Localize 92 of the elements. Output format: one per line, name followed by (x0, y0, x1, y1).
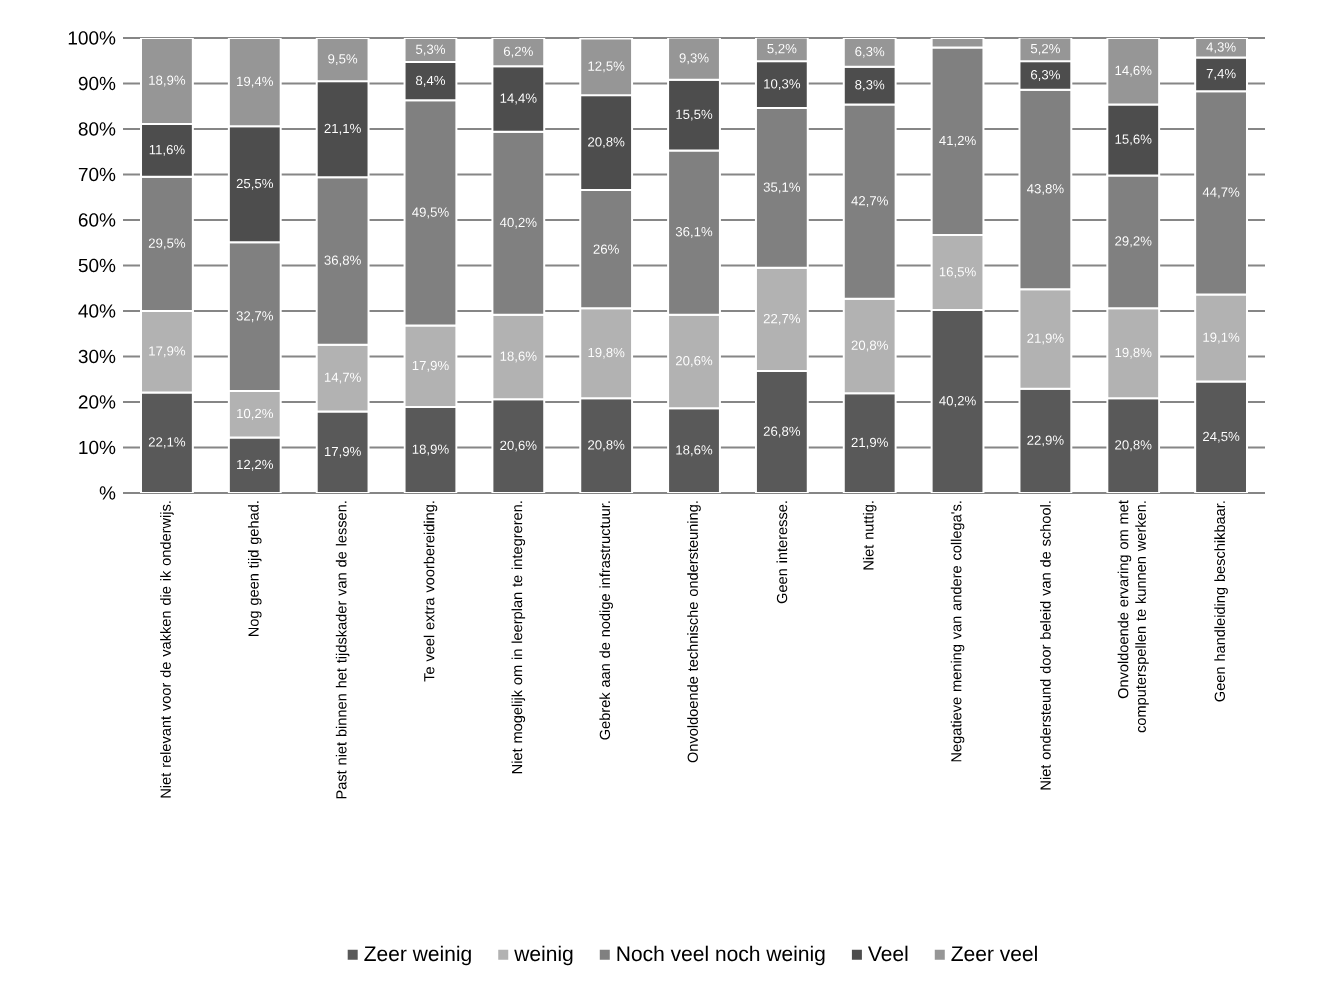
legend-label: weinig (514, 945, 573, 966)
data-label: 32,7% (236, 311, 274, 323)
data-label: 17,9% (149, 346, 186, 358)
data-label: 17,9% (324, 446, 361, 458)
x-tick-label: Niet mogelijk om in leerplan te integreren. (511, 501, 526, 774)
data-label: 9,3% (679, 53, 709, 65)
x-tick-label: Geen handleiding beschikbaar. (1214, 501, 1228, 702)
data-label: 6,3% (855, 46, 885, 58)
data-label: 7,4% (1206, 68, 1236, 80)
data-label: 20,8% (851, 340, 888, 352)
data-label: 15,6% (1115, 134, 1152, 146)
data-label: 18,9% (412, 444, 449, 456)
data-label: 16,5% (939, 267, 976, 278)
data-label: 12,5% (588, 61, 625, 73)
data-label: 44,7% (1202, 187, 1240, 199)
data-label: 14,7% (324, 372, 361, 384)
data-label: 40,2% (939, 396, 976, 407)
data-label: 5,2% (1030, 43, 1060, 55)
y-tick-label: 30% (78, 349, 116, 364)
x-tick-label: Te veel extra voorbereiding. (423, 501, 438, 682)
y-tick-label: 60% (78, 213, 116, 227)
x-tick-label: Nog geen tijd gehad. (247, 501, 262, 637)
data-label: 5,3% (415, 44, 446, 56)
data-label: 19,8% (588, 347, 625, 359)
data-label: 43,8% (1026, 184, 1064, 195)
data-label: 17,9% (412, 360, 449, 372)
x-tick-label: Negatieve mening van andere collega's. (950, 501, 965, 762)
x-tick-label: Niet ondersteund door beleid van de school. (1040, 501, 1051, 790)
data-label: 36,1% (675, 227, 713, 238)
data-label: 6,2% (503, 46, 533, 58)
data-label: 21,1% (324, 123, 361, 135)
data-label: 20,8% (588, 137, 625, 149)
y-tick-label: 70% (78, 167, 116, 182)
data-label: 15,5% (676, 109, 713, 121)
data-label: 26% (593, 244, 619, 254)
data-label: 22,1% (148, 437, 186, 449)
legend-label: Zeer veel (951, 945, 1037, 962)
data-label: 18,9% (149, 75, 186, 87)
y-tick-label: % (99, 486, 116, 500)
data-label: 19,8% (1115, 347, 1152, 359)
data-label: 40,2% (499, 217, 537, 229)
data-label: 29,5% (148, 238, 186, 250)
data-label: 14,6% (1115, 65, 1152, 77)
data-label: 20,6% (500, 440, 537, 452)
y-tick-label: 80% (78, 122, 116, 136)
data-label: 36,8% (324, 255, 361, 267)
data-label: 6,3% (1031, 70, 1060, 81)
data-label: 4,3% (1206, 42, 1236, 54)
data-label: 11,6% (149, 144, 185, 156)
data-label: 10,3% (764, 79, 801, 91)
data-label: 41,2% (939, 135, 976, 147)
y-tick-label: 100% (68, 31, 116, 45)
legend-label: Veel (867, 945, 908, 962)
data-label: 21,9% (1027, 333, 1064, 345)
data-label: 14,4% (500, 93, 537, 105)
data-label: 29,2% (1115, 236, 1152, 248)
data-label: 18,6% (676, 445, 713, 457)
data-label: 25,5% (236, 178, 274, 190)
data-label: 20,8% (1115, 440, 1152, 452)
data-label: 12,2% (237, 459, 274, 471)
data-label: 22,7% (763, 313, 801, 325)
y-tick-label: 40% (78, 304, 116, 318)
data-label: 26,8% (763, 426, 801, 438)
data-label: 20,6% (675, 356, 713, 367)
y-tick-label: 90% (78, 76, 116, 91)
data-label: 5,2% (767, 43, 797, 55)
legend-label: Noch veel noch weinig (617, 945, 825, 966)
data-label: 18,6% (500, 351, 537, 363)
data-label: 8,3% (855, 80, 885, 91)
y-tick-label: 20% (78, 395, 116, 409)
data-label: 49,5% (412, 207, 449, 219)
data-label: 19,1% (1203, 332, 1240, 344)
x-tick-label: Niet nuttig. (862, 501, 877, 570)
x-tick-label: Geen interesse. (776, 501, 788, 604)
y-tick-label: 10% (79, 440, 116, 455)
x-tick-label: Onvoldoende technische ondersteuning. (687, 501, 701, 763)
x-tick-label: Onvoldoende ervaring om met computerspellen te kunnen werken. (1117, 500, 1149, 733)
data-label: 9,5% (328, 54, 358, 66)
data-label: 19,4% (237, 76, 274, 88)
y-tick-label: 50% (78, 258, 116, 273)
data-label: 8,4% (415, 75, 446, 87)
x-tick-label: Past niet binnen het tijdskader van de lessen. (335, 501, 350, 799)
data-label: 21,9% (851, 437, 888, 449)
data-label: 35,1% (763, 182, 801, 194)
x-tick-label: Niet relevant voor de vakken die ik onderwijs. (160, 501, 174, 798)
data-label: 24,5% (1203, 431, 1240, 443)
data-label: 20,8% (588, 440, 625, 452)
x-tick-label: Gebrek aan de nodige infrastructuur. (599, 501, 613, 740)
legend-label: Zeer weinig (364, 945, 471, 966)
data-label: 42,7% (851, 196, 888, 208)
data-label: 10,2% (237, 408, 274, 420)
data-label: 22,9% (1027, 435, 1064, 447)
